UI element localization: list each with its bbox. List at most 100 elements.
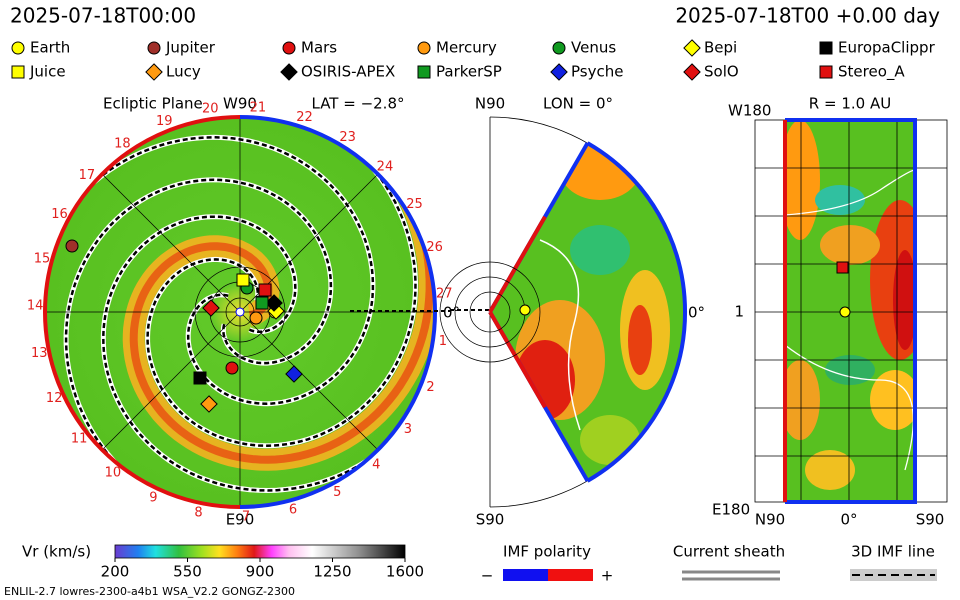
carrington-label: 14 — [27, 299, 44, 314]
colorbar-tick-label: 900 — [246, 563, 275, 581]
marker — [145, 63, 163, 81]
legend-label: Mars — [301, 39, 337, 57]
legend-label: Jupiter — [165, 39, 216, 57]
legend-label: Stereo_A — [838, 63, 905, 82]
marker — [282, 41, 296, 55]
marker — [255, 296, 269, 310]
marker — [200, 395, 218, 413]
legend-label: ParkerSP — [436, 63, 502, 81]
carrington-label: 25 — [406, 197, 423, 212]
colorbar-tick-label: 200 — [101, 563, 130, 581]
marker — [683, 63, 701, 81]
imf-line — [146, 117, 417, 447]
radial-x-left: N90 — [755, 511, 785, 529]
carrington-label: 1 — [439, 334, 447, 349]
marker — [147, 41, 161, 55]
carrington-label: 6 — [289, 503, 297, 518]
marker — [193, 371, 207, 385]
marker — [236, 273, 250, 287]
radial-top-left: W180 — [728, 102, 771, 120]
radial-mid: 1 — [734, 303, 744, 321]
legend-label: Earth — [30, 39, 70, 57]
marker — [11, 41, 25, 55]
meridional-bottom: S90 — [476, 511, 505, 529]
imf-title: IMF polarity — [503, 543, 591, 561]
marker — [819, 65, 833, 79]
imf-line-label: 3D IMF line — [851, 543, 935, 561]
carrington-label: 17 — [79, 168, 96, 183]
header-right: 2025-07-18T00 +0.00 day — [675, 4, 940, 28]
marker — [265, 294, 283, 312]
marker — [285, 365, 303, 383]
carrington-label: 4 — [372, 458, 380, 473]
colorbar-tick-label: 1600 — [386, 563, 424, 581]
colorbar-tick-label: 1250 — [313, 563, 351, 581]
marker — [552, 41, 566, 55]
ecliptic-title: Ecliptic Plane — [103, 95, 203, 113]
imf-line — [45, 136, 375, 405]
marker — [683, 39, 701, 57]
legend-label: Psyche — [571, 63, 623, 81]
colorbar-tick-label: 550 — [173, 563, 202, 581]
carrington-label: 16 — [51, 207, 68, 222]
marker — [249, 311, 263, 325]
carrington-label: 12 — [46, 391, 63, 406]
imf-positive — [548, 569, 593, 581]
carrington-label: 18 — [114, 137, 131, 152]
carrington-label: 13 — [31, 346, 48, 361]
carrington-label: 20 — [202, 102, 219, 117]
imf-line — [64, 178, 333, 507]
carrington-label: 7 — [242, 509, 250, 524]
carrington-label: 5 — [333, 485, 341, 500]
legend-label: Venus — [571, 39, 616, 57]
carrington-label: 19 — [156, 114, 173, 129]
radial-bottom-left: E180 — [712, 501, 750, 519]
colorbar-label: Vr (km/s) — [22, 543, 91, 561]
legend-label: EuropaClippr — [838, 39, 936, 57]
carrington-label: 22 — [296, 110, 313, 125]
header-left: 2025-07-18T00:00 — [10, 4, 196, 28]
legend: Earth Jupiter Mars Mercury Venus Bepi EuropaCl… — [11, 39, 936, 82]
marker — [258, 283, 272, 297]
carrington-label: 26 — [426, 240, 443, 255]
legend-label: OSIRIS-APEX — [301, 63, 395, 81]
carrington-label: 8 — [194, 505, 202, 520]
sheath-label: Current sheath — [673, 543, 785, 561]
marker — [417, 65, 431, 79]
legend-label: Juice — [29, 63, 66, 81]
carrington-label: 21 — [250, 100, 267, 115]
ecliptic-panel: Ecliptic Plane W90 LAT = −2.8° E90 0° 12… — [27, 95, 525, 529]
marker — [11, 65, 25, 79]
meridional-lon: LON = 0° — [543, 95, 613, 113]
radial-panel: W180 R = 1.0 AU E180 1 N90 0° S90 — [712, 95, 948, 529]
imf-line — [102, 215, 435, 492]
carrington-label: 27 — [436, 287, 453, 302]
carrington-label: 24 — [377, 160, 394, 175]
ecliptic-right: 0° — [443, 304, 460, 322]
marker — [280, 63, 298, 81]
radial-x-right: S90 — [916, 511, 945, 529]
legend-label: Mercury — [436, 39, 497, 57]
carrington-label: 2 — [426, 380, 434, 395]
carrington-label: 10 — [105, 465, 122, 480]
marker — [550, 63, 568, 81]
legend-label: Bepi — [704, 39, 737, 57]
meridional-panel: N90 LON = 0° S90 0° — [439, 95, 705, 529]
imf-negative — [503, 569, 548, 581]
carrington-label: 23 — [339, 130, 356, 145]
imf-plus: + — [601, 567, 614, 585]
marker — [202, 299, 220, 317]
meridional-top: N90 — [475, 95, 505, 113]
ecliptic-top: W90 — [223, 95, 257, 113]
legend-label: Lucy — [166, 63, 201, 81]
marker — [225, 361, 239, 375]
radial-title: R = 1.0 AU — [809, 95, 891, 113]
meridional-right: 0° — [688, 304, 705, 322]
ecliptic-bottom: E90 — [226, 511, 255, 529]
imf-minus: − — [481, 567, 494, 585]
marker — [65, 239, 79, 253]
carrington-label: 3 — [404, 422, 412, 437]
radial-x-mid: 0° — [840, 511, 857, 529]
stream-band — [129, 140, 434, 464]
